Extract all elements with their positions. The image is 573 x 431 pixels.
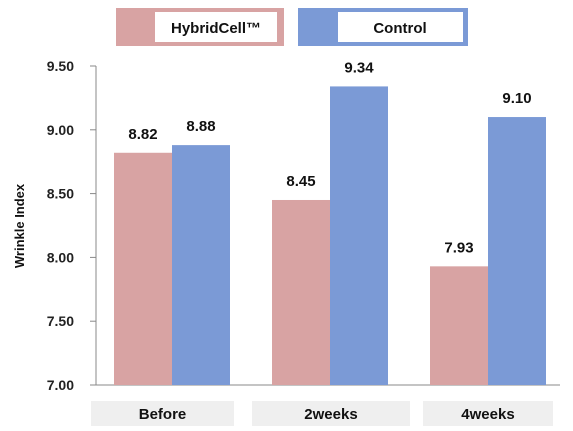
- legend-label-box: [155, 12, 277, 42]
- data-label: 8.82: [128, 126, 157, 143]
- data-label: 9.34: [344, 59, 374, 76]
- bar-control-4weeks: [488, 117, 546, 385]
- bar-hybridcell-4weeks: [430, 266, 488, 385]
- y-tick-label: 7.00: [47, 377, 74, 393]
- data-label: 7.93: [444, 239, 473, 256]
- category-box: [91, 401, 234, 426]
- y-tick-label: 9.00: [47, 122, 74, 138]
- bars: 8.82 8.88 8.45 9.34 7.93 9.10: [114, 59, 546, 385]
- bar-hybridcell-2weeks: [272, 199, 330, 385]
- bar-control-before: [172, 145, 230, 385]
- data-label: 8.45: [286, 173, 315, 190]
- data-label: 9.10: [502, 90, 531, 107]
- x-tick-label: 2weeks: [304, 406, 357, 423]
- y-axis-label: Wrinkle Index: [12, 183, 27, 268]
- bar-control-2weeks: [330, 86, 388, 385]
- y-tick-label: 7.50: [47, 313, 74, 329]
- category-box: [252, 401, 410, 426]
- category-box: [423, 401, 553, 426]
- y-tick-label: 8.50: [47, 186, 74, 202]
- legend-label-control: Control: [373, 20, 426, 37]
- x-tick-label: Before: [139, 406, 187, 423]
- x-axis-categories: Before 2weeks 4weeks: [91, 401, 553, 426]
- x-tick-label: 4weeks: [461, 406, 514, 423]
- y-tick-label: 9.50: [47, 58, 74, 74]
- data-label: 8.88: [186, 118, 215, 135]
- y-tick-label: 8.00: [47, 249, 74, 265]
- legend: HybridCell™ Control: [116, 8, 468, 46]
- bar-hybridcell-before: [114, 152, 172, 385]
- legend-label-hybridcell: HybridCell™: [171, 20, 261, 37]
- legend-label-box: [338, 12, 463, 42]
